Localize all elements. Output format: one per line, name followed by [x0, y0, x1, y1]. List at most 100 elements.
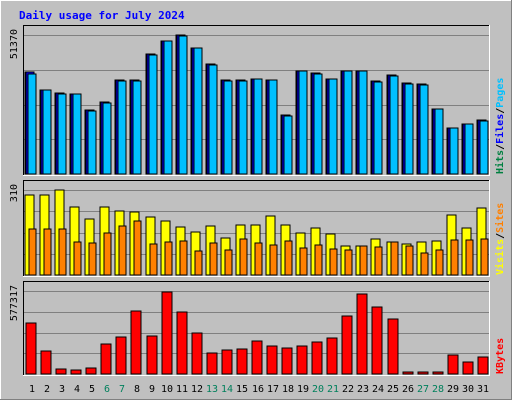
bar-sites	[58, 228, 67, 276]
bar-pages	[57, 93, 67, 175]
panel-bottom: 577317 KBytes	[9, 281, 506, 376]
x-label-day: 4	[74, 384, 80, 395]
bar-kbytes	[326, 337, 338, 375]
bar-pages	[419, 84, 429, 175]
bar-kbytes	[146, 335, 158, 375]
bar-pages	[434, 108, 444, 175]
x-label-day: 12	[191, 384, 203, 395]
bar-kbytes	[356, 293, 368, 375]
bar-sites	[254, 242, 263, 276]
bar-pages	[298, 70, 308, 175]
y-max-label-top: 51370	[9, 29, 20, 59]
y-max-label-bottom: 577317	[9, 285, 20, 321]
bar-sites	[359, 245, 368, 276]
bar-pages	[449, 127, 459, 175]
bar-sites	[269, 244, 278, 276]
bar-kbytes	[206, 352, 218, 375]
bar-sites	[28, 228, 37, 276]
legend-item-files: Files	[494, 114, 506, 144]
bar-kbytes	[191, 332, 203, 375]
bar-pages	[42, 89, 52, 175]
bar-sites	[344, 249, 353, 276]
bar-pages	[117, 80, 127, 175]
bar-pages	[193, 47, 203, 175]
bar-kbytes	[85, 367, 97, 375]
bar-pages	[72, 93, 82, 175]
x-label-day: 28	[432, 384, 444, 395]
bar-sites	[374, 246, 383, 276]
x-label-day: 25	[387, 384, 399, 395]
bar-sites	[179, 240, 188, 276]
bar-sites	[133, 220, 142, 276]
bar-kbytes	[40, 350, 52, 375]
x-label-day: 11	[176, 384, 188, 395]
bar-sites	[118, 225, 127, 276]
bar-sites	[194, 250, 203, 276]
bar-kbytes	[402, 371, 414, 375]
bar-pages	[479, 120, 489, 175]
x-label-day: 30	[462, 384, 474, 395]
legend-item-sites: Sites	[494, 203, 506, 233]
chart-panels: 51370 Hits/Files/Pages 310 Visits/Sites 5773…	[9, 25, 506, 376]
x-label-day: 6	[104, 384, 110, 395]
bar-pages	[132, 80, 142, 175]
x-label-day: 24	[372, 384, 384, 395]
bar-pages	[223, 80, 233, 175]
bar-kbytes	[462, 361, 474, 375]
x-label-day: 18	[282, 384, 294, 395]
x-label-day: 26	[402, 384, 414, 395]
bar-sites	[164, 241, 173, 276]
bar-kbytes	[115, 336, 127, 375]
bar-pages	[102, 102, 112, 175]
bar-kbytes	[371, 306, 383, 375]
bar-kbytes	[477, 356, 489, 375]
bar-sites	[329, 248, 338, 276]
bar-sites	[405, 245, 414, 276]
x-label-day: 31	[477, 384, 489, 395]
bar-kbytes	[341, 315, 353, 375]
bar-sites	[390, 241, 399, 276]
bar-pages	[163, 40, 173, 175]
x-label-day: 17	[267, 384, 279, 395]
bar-kbytes	[221, 349, 233, 375]
bar-pages	[313, 73, 323, 175]
bar-pages	[208, 64, 218, 175]
bar-sites	[103, 232, 112, 276]
bar-sites	[284, 240, 293, 276]
legend-middle: Visits/Sites	[494, 203, 506, 275]
bar-sites	[224, 249, 233, 276]
legend-item-kbytes: KBytes	[495, 338, 506, 374]
bar-kbytes	[281, 347, 293, 375]
x-label-day: 13	[206, 384, 218, 395]
panel-top: 51370 Hits/Files/Pages	[9, 25, 506, 176]
legend-item-visits: Visits	[494, 239, 506, 275]
legend-separator: /	[495, 233, 506, 239]
bar-pages	[238, 80, 248, 175]
panel-middle: 310 Visits/Sites	[9, 180, 506, 277]
bar-sites	[435, 249, 444, 276]
x-axis-day-labels: 1 2 3 4 5 6 7 8 9 10 11 12 13 14 15 16 17 18 19 20 21 22 23 24 2…	[29, 384, 489, 395]
bar-sites	[88, 242, 97, 276]
y-max-label-middle: 310	[9, 184, 20, 202]
legend-item-hits: Hits	[494, 150, 506, 174]
bar-kbytes	[55, 368, 67, 375]
x-label-day: 9	[149, 384, 155, 395]
bar-kbytes	[161, 291, 173, 375]
bar-kbytes	[176, 311, 188, 375]
bar-pages	[328, 78, 338, 175]
legend-top: Hits/Files/Pages	[494, 78, 506, 174]
x-label-day: 3	[59, 384, 65, 395]
bar-pages	[464, 123, 474, 175]
bar-kbytes	[432, 371, 444, 375]
bar-sites	[299, 247, 308, 276]
bar-pages	[178, 35, 188, 175]
x-label-day: 23	[357, 384, 369, 395]
bar-pages	[373, 81, 383, 175]
bar-pages	[389, 75, 399, 175]
bar-pages	[343, 70, 353, 175]
bar-kbytes	[100, 343, 112, 375]
bar-pages	[268, 79, 278, 175]
bar-kbytes	[417, 371, 429, 375]
bar-sites	[73, 241, 82, 276]
